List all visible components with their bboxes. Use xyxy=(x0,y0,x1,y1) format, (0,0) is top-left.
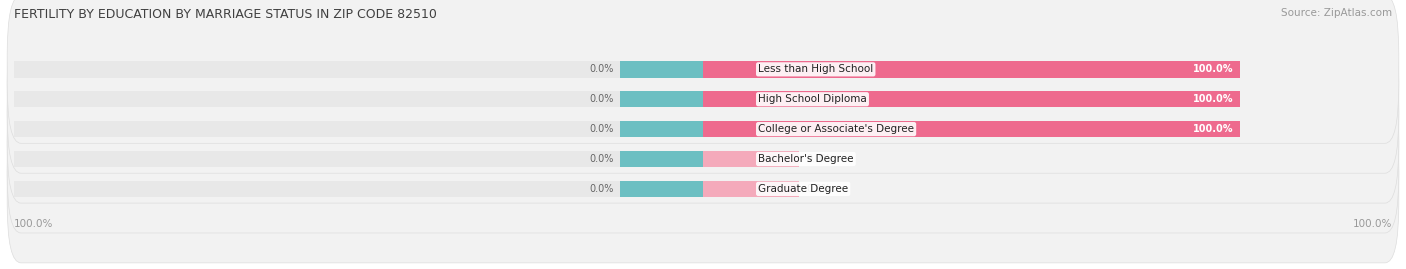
Text: FERTILITY BY EDUCATION BY MARRIAGE STATUS IN ZIP CODE 82510: FERTILITY BY EDUCATION BY MARRIAGE STATU… xyxy=(14,8,437,21)
Bar xyxy=(620,181,703,197)
Text: Less than High School: Less than High School xyxy=(758,64,873,74)
Bar xyxy=(703,121,1240,137)
Text: High School Diploma: High School Diploma xyxy=(758,94,868,104)
Bar xyxy=(14,61,703,77)
Text: 0.0%: 0.0% xyxy=(807,154,831,164)
FancyBboxPatch shape xyxy=(7,85,1399,233)
Bar xyxy=(620,61,703,77)
Text: Graduate Degree: Graduate Degree xyxy=(758,184,848,194)
Text: Bachelor's Degree: Bachelor's Degree xyxy=(758,154,853,164)
Text: 100.0%: 100.0% xyxy=(14,219,53,229)
Text: Source: ZipAtlas.com: Source: ZipAtlas.com xyxy=(1281,8,1392,18)
Text: 0.0%: 0.0% xyxy=(589,154,613,164)
Bar xyxy=(703,61,1240,77)
Bar xyxy=(14,181,703,197)
Bar xyxy=(620,151,703,167)
Text: College or Associate's Degree: College or Associate's Degree xyxy=(758,124,914,134)
Bar xyxy=(14,121,703,137)
Bar xyxy=(703,151,800,167)
FancyBboxPatch shape xyxy=(7,25,1399,173)
Text: 0.0%: 0.0% xyxy=(589,184,613,194)
Text: 100.0%: 100.0% xyxy=(1353,219,1392,229)
Text: 0.0%: 0.0% xyxy=(589,94,613,104)
Bar xyxy=(620,121,703,137)
Text: 100.0%: 100.0% xyxy=(1192,64,1233,74)
FancyBboxPatch shape xyxy=(7,55,1399,203)
Text: 100.0%: 100.0% xyxy=(1192,124,1233,134)
Text: 0.0%: 0.0% xyxy=(589,64,613,74)
Text: 0.0%: 0.0% xyxy=(807,184,831,194)
Bar xyxy=(620,91,703,107)
Text: 100.0%: 100.0% xyxy=(1192,94,1233,104)
Bar xyxy=(703,91,1240,107)
FancyBboxPatch shape xyxy=(7,0,1399,143)
Bar xyxy=(14,91,703,107)
FancyBboxPatch shape xyxy=(7,115,1399,263)
Text: 0.0%: 0.0% xyxy=(589,124,613,134)
Bar xyxy=(703,181,800,197)
Bar xyxy=(14,151,703,167)
